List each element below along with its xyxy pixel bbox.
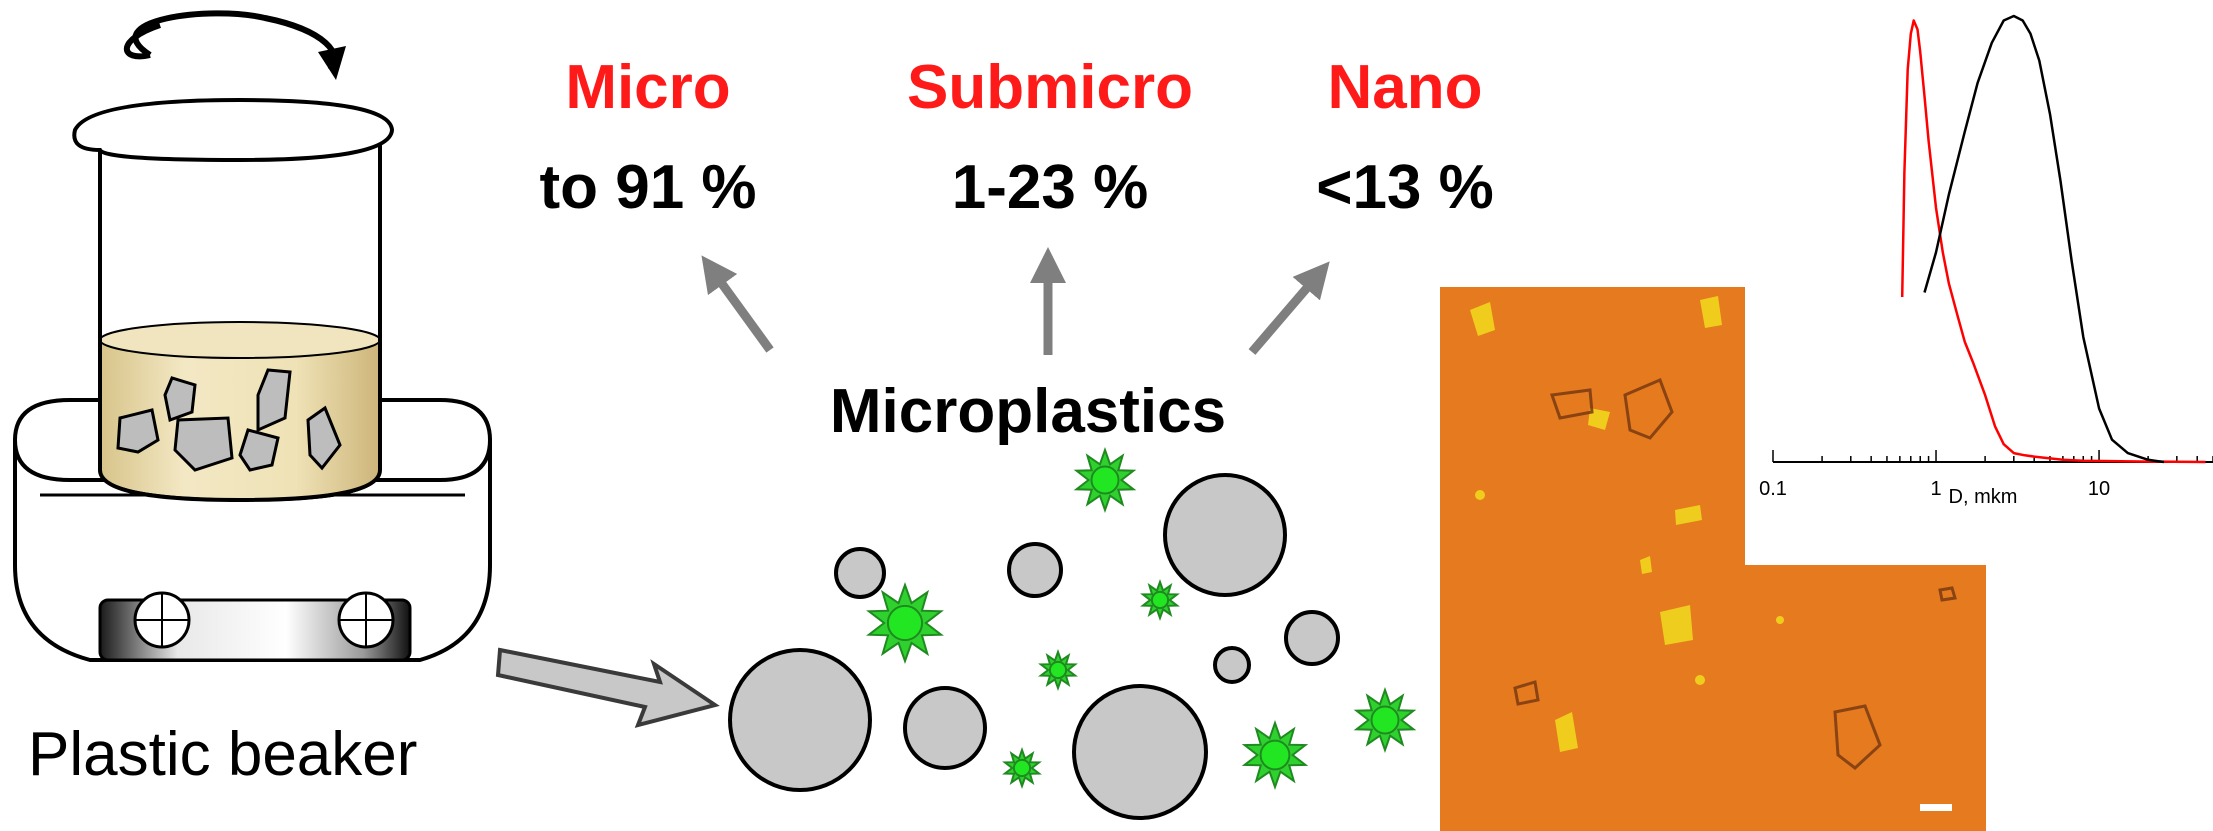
particle (1163, 473, 1287, 597)
size-distribution-chart: 0.1 1 10 D, mkm (1748, 0, 2213, 560)
scale-bar (1920, 804, 1952, 811)
green-star-core (1150, 590, 1170, 610)
beaker-label: Plastic beaker (28, 720, 417, 789)
series-lines (1900, 14, 2206, 464)
green-star-core (1370, 705, 1400, 735)
plastic-fragments (116, 368, 342, 472)
particle (1072, 684, 1208, 820)
x-axis-label: D, mkm (1949, 486, 2018, 508)
particle (903, 686, 987, 770)
green-star-core (886, 604, 924, 642)
category-name: Submicro (907, 53, 1193, 122)
green-particles (866, 447, 1417, 791)
rotation-arrow-icon (123, 10, 346, 80)
stirrer-knob-left[interactable] (133, 591, 191, 649)
category-value: 1-23 % (952, 153, 1148, 222)
arrow-to-micro (701, 255, 774, 353)
stirrer-knob-right[interactable] (337, 591, 395, 649)
series-line-black (1923, 14, 2165, 464)
category-micro: Micro to 91 % (539, 53, 756, 222)
green-star-core (1048, 660, 1068, 680)
category-submicro: Submicro 1-23 % (907, 53, 1193, 222)
particle (1007, 542, 1063, 598)
bright-spots (1470, 296, 1784, 752)
particle (1213, 646, 1251, 684)
green-star-core (1259, 739, 1291, 771)
split-arrows (701, 247, 1330, 355)
x-tick-labels: 0.1 1 10 (1759, 478, 2110, 500)
series-line-red (1900, 19, 2206, 464)
x-tick-label: 1 (1930, 478, 1941, 500)
arrow-to-nano (1248, 261, 1330, 355)
flow-arrow-icon (495, 647, 720, 728)
category-value: to 91 % (539, 153, 756, 222)
green-star-core (1012, 758, 1032, 778)
category-value: <13 % (1316, 153, 1494, 222)
category-nano: Nano <13 % (1316, 53, 1494, 222)
category-name: Nano (1328, 53, 1483, 122)
particle (728, 648, 872, 792)
particle (834, 547, 886, 599)
micrograph (1440, 287, 1986, 831)
fragment-outlines (1513, 378, 1957, 770)
x-tick-label: 10 (2088, 478, 2110, 500)
category-name: Micro (565, 53, 730, 122)
green-star-core (1090, 465, 1120, 495)
x-tick-label: 0.1 (1759, 478, 1787, 500)
particle (1284, 610, 1340, 666)
microplastics-label: Microplastics (830, 377, 1226, 446)
beaker-icon (72, 97, 395, 503)
gray-particles (728, 473, 1340, 820)
